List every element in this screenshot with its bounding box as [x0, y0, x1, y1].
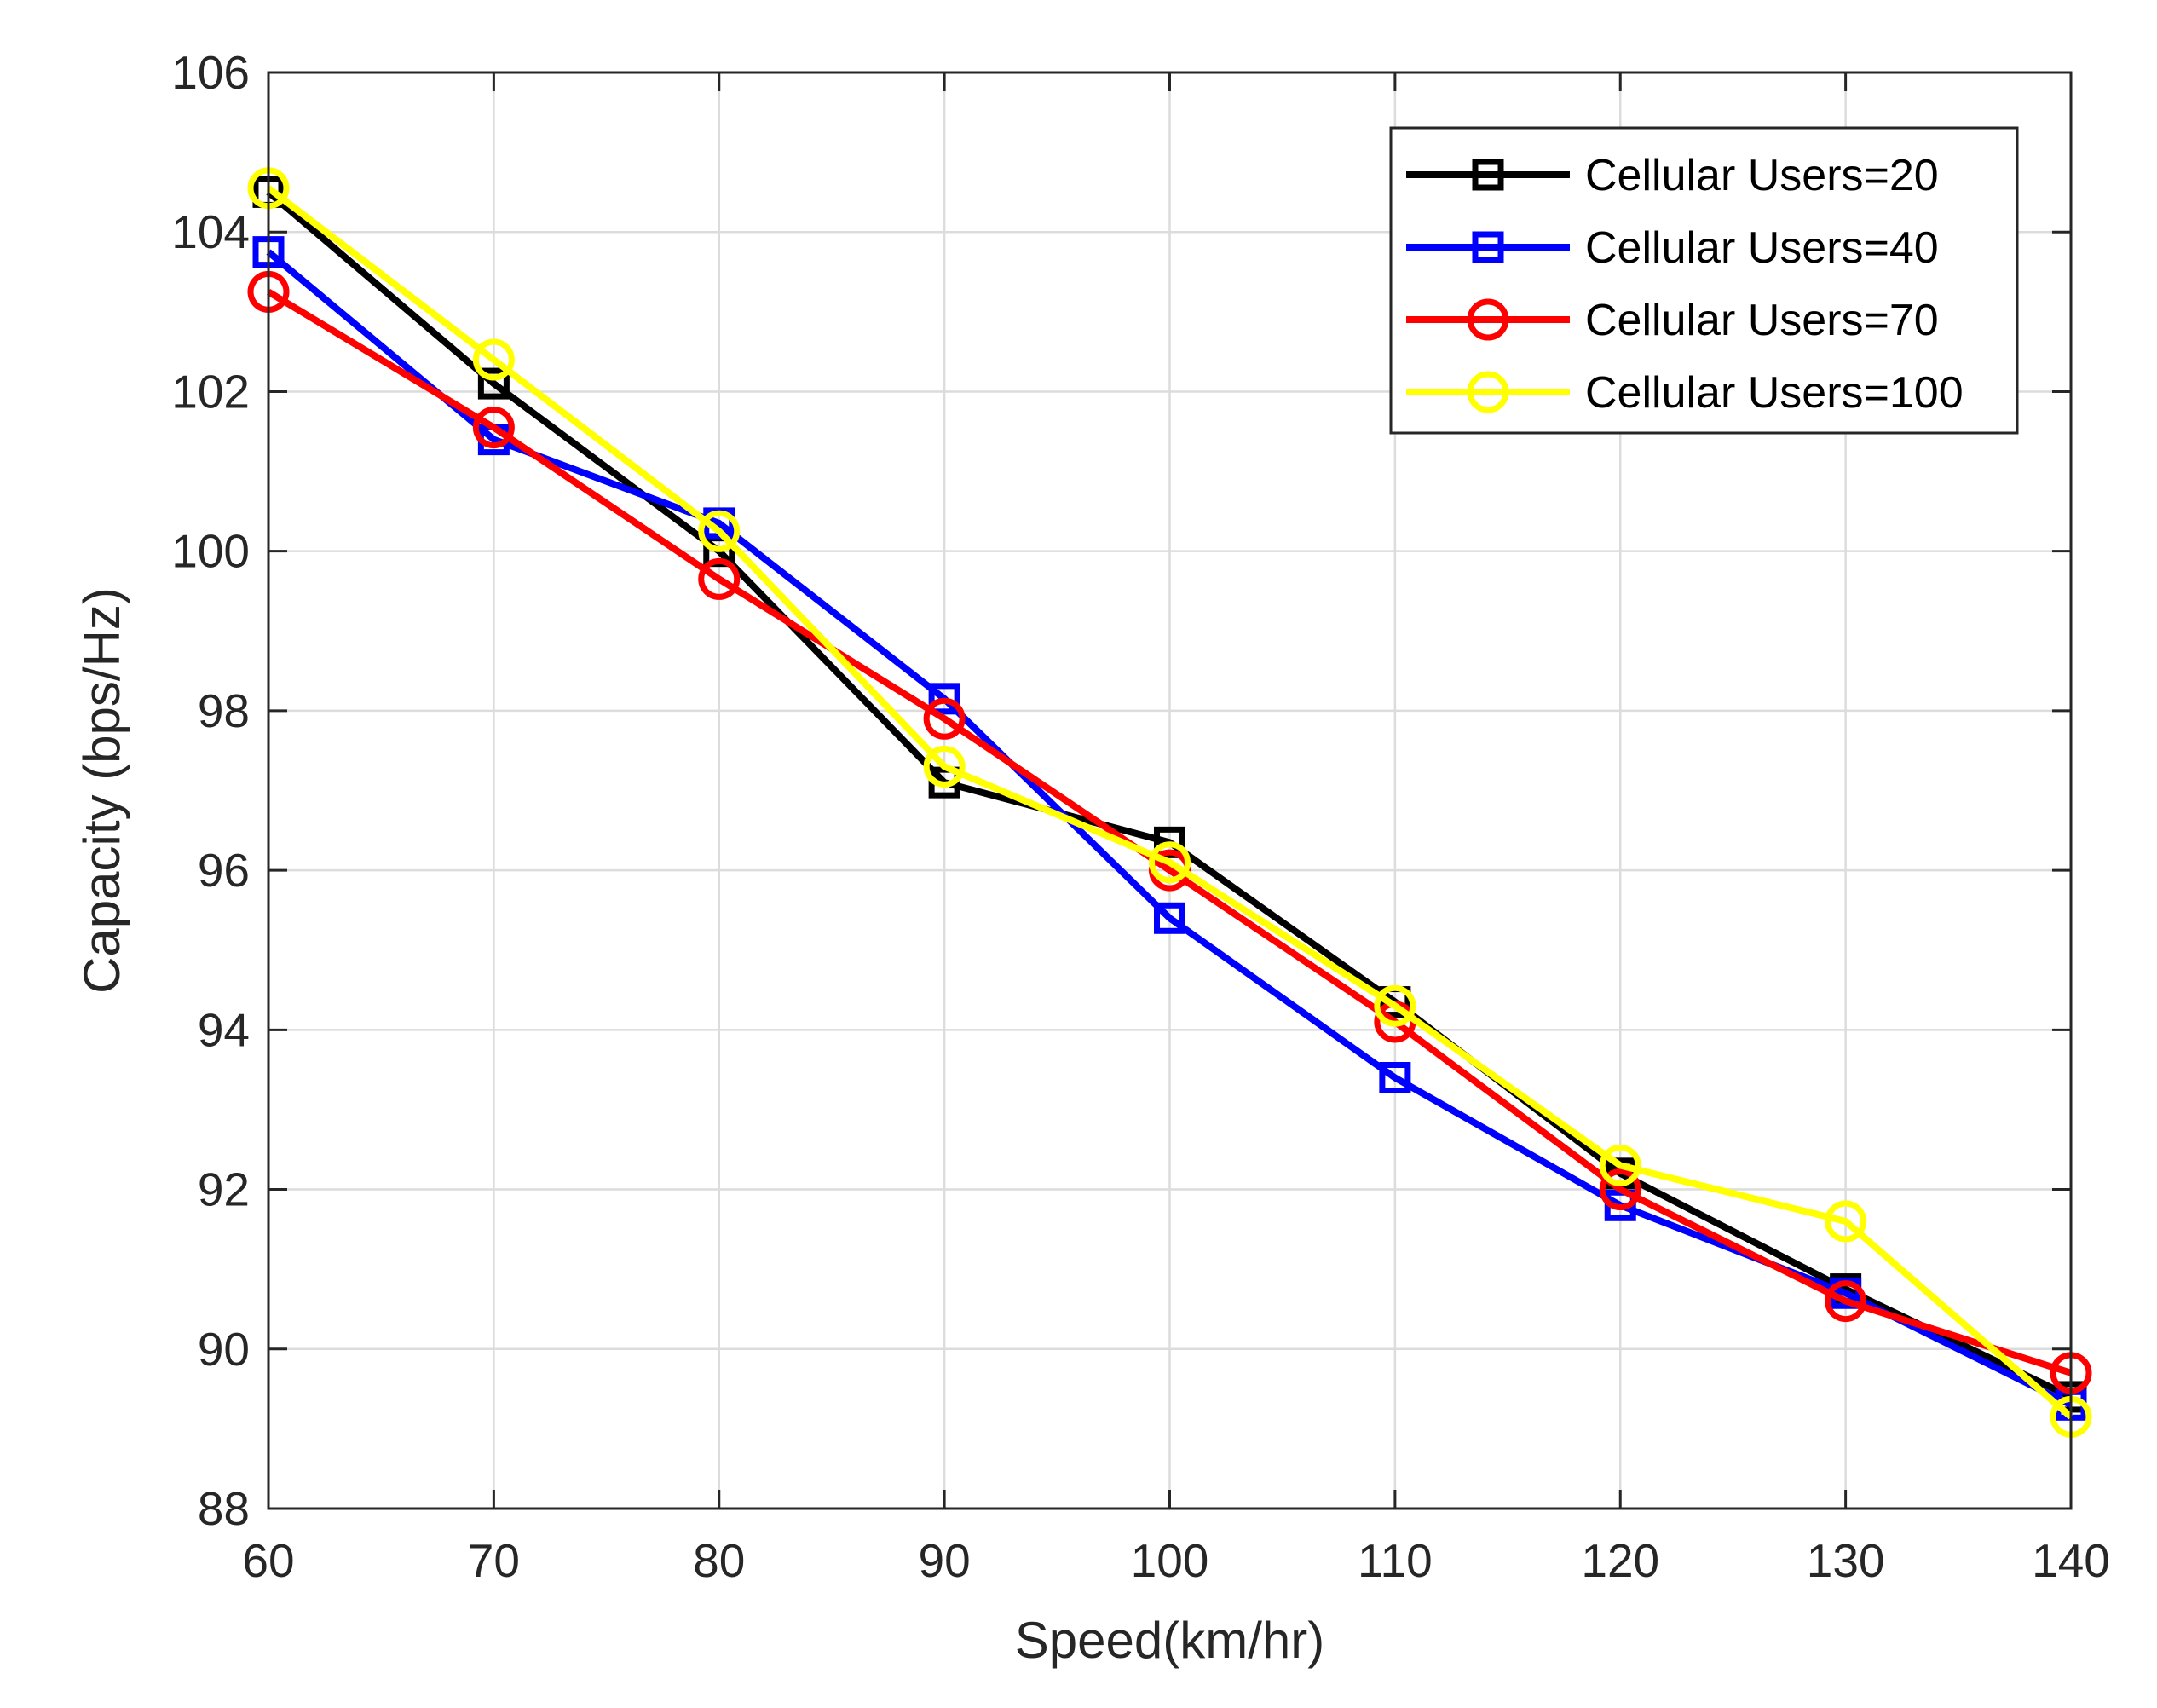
- tick-labels: 60 70 80 90 100 110 120 130 140 88 90 92 94 96 98 100 10…: [171, 46, 2110, 1587]
- data-point: [472, 407, 515, 449]
- legend: Cellular Users=20 Cellular Users=40 Cellul…: [1389, 126, 2019, 435]
- y-tick-label: 90: [198, 1323, 250, 1376]
- legend-marker: [1467, 371, 1509, 413]
- legend-item: Cellular Users=40: [1406, 223, 1939, 273]
- data-point: [698, 510, 741, 552]
- y-axis-label: Capacity (bps/Hz): [73, 587, 130, 994]
- y-tick-label: 100: [171, 525, 250, 578]
- x-axis-label: Speed(km/hr): [1015, 1612, 1324, 1669]
- y-tick-label: 104: [171, 205, 250, 258]
- y-tick-label: 106: [171, 46, 250, 99]
- legend-marker: [1467, 298, 1509, 341]
- data-point: [1149, 841, 1191, 884]
- y-tick-label: 92: [198, 1163, 250, 1216]
- series-layer: [247, 167, 2092, 1438]
- data-point: [923, 745, 966, 788]
- legend-box: [1389, 126, 2019, 435]
- legend-item: Cellular Users=100: [1406, 368, 1964, 418]
- x-tick-label: 70: [468, 1534, 520, 1587]
- legend-label: Cellular Users=40: [1585, 223, 1939, 273]
- x-tick-label: 90: [919, 1534, 971, 1587]
- y-tick-label: 94: [198, 1003, 250, 1056]
- x-tick-label: 60: [242, 1534, 294, 1587]
- data-point: [1379, 1062, 1411, 1093]
- data-point: [1825, 1280, 1867, 1323]
- y-tick-label: 102: [171, 365, 250, 418]
- data-point: [1599, 1168, 1641, 1211]
- legend-label: Cellular Users=70: [1585, 296, 1939, 345]
- x-tick-label: 130: [1807, 1534, 1885, 1587]
- x-tick-label: 120: [1581, 1534, 1659, 1587]
- series-line: [266, 185, 2073, 1420]
- legend-item: Cellular Users=70: [1406, 296, 1939, 345]
- series-4: [247, 167, 2092, 1438]
- data-point: [477, 367, 510, 400]
- ticks: [267, 71, 2073, 1510]
- data-point: [1374, 984, 1416, 1027]
- data-point: [1154, 902, 1185, 934]
- data-point: [698, 557, 741, 600]
- y-tick-label: 98: [198, 684, 250, 737]
- y-tick-label: 88: [198, 1482, 250, 1535]
- data-point: [923, 697, 966, 740]
- legend-label: Cellular Users=20: [1585, 151, 1939, 200]
- data-point: [1599, 1144, 1641, 1186]
- data-point: [472, 338, 515, 381]
- x-tick-label: 80: [693, 1534, 745, 1587]
- data-point: [928, 683, 960, 715]
- legend-label: Cellular Users=100: [1585, 368, 1964, 418]
- x-tick-label: 140: [2032, 1534, 2110, 1587]
- x-tick-label: 110: [1358, 1534, 1433, 1587]
- x-tick-label: 100: [1131, 1534, 1209, 1587]
- series-line: [266, 289, 2073, 1376]
- y-tick-label: 96: [198, 844, 250, 897]
- legend-item: Cellular Users=20: [1406, 151, 1939, 200]
- legend-marker: [1472, 159, 1504, 191]
- data-point: [1825, 1200, 1867, 1243]
- legend-marker: [1472, 231, 1504, 263]
